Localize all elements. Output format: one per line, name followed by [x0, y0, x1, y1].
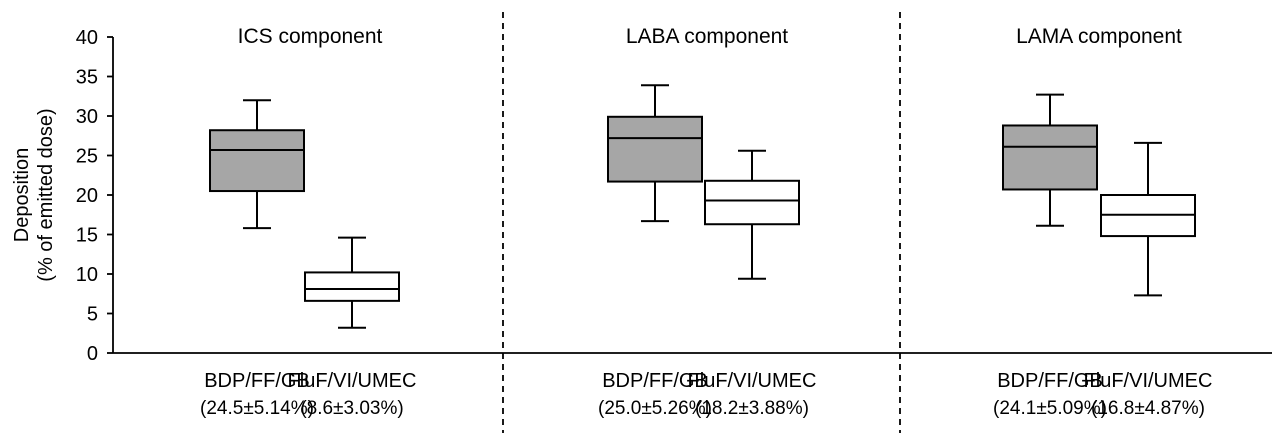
y-tick-label: 10	[76, 264, 98, 286]
category-sublabel: (16.8±4.87%)	[1091, 398, 1205, 419]
box-2: FluF/VI/UMEC (8.6±3.03%)	[288, 236, 417, 419]
box-2: FluF/VI/UMEC (18.2±3.88%)	[688, 149, 817, 419]
panel-1: ICS componentBDP/FF/GB(24.5±5.14%)FluF/V…	[200, 25, 416, 419]
y-axis-label-line-1: Deposition	[11, 148, 33, 243]
category-label: BDP/FF/GB	[997, 370, 1103, 392]
y-tick-label: 15	[76, 225, 98, 247]
category-label: BDP/FF/GB	[204, 370, 310, 392]
y-tick-label: 30	[76, 106, 98, 128]
panel-title: LAMA component	[1016, 25, 1182, 48]
iqr-box	[209, 129, 305, 193]
category-sublabel: (18.2±3.88%)	[695, 398, 809, 419]
category-sublabel: (24.5±5.14%)	[200, 398, 314, 419]
iqr-box	[1002, 124, 1098, 191]
y-tick-label: 40	[76, 27, 98, 49]
category-label: FluF/VI/UMEC	[288, 370, 417, 392]
category-sublabel: (8.6±3.03%)	[300, 398, 403, 419]
category-label: FluF/VI/UMEC	[688, 370, 817, 392]
iqr-box	[304, 271, 400, 302]
box-1: BDP/FF/GB (24.5±5.14%)	[200, 99, 314, 419]
iqr-box	[704, 179, 800, 226]
y-tick-label: 25	[76, 146, 98, 168]
panel-3: LAMA componentBDP/FF/GB(24.1±5.09%)FluF/…	[993, 25, 1212, 419]
box-2: FluF/VI/UMEC (16.8±4.87%)	[1084, 141, 1213, 419]
category-label: BDP/FF/GB	[602, 370, 708, 392]
iqr-box	[607, 115, 703, 183]
y-tick-label: 35	[76, 67, 98, 89]
y-axis-label: Deposition (% of emitted dose)	[11, 108, 57, 281]
panel-2: LABA componentBDP/FF/GB(25.0±5.26%)FluF/…	[598, 25, 816, 419]
y-tick-label: 5	[87, 304, 98, 326]
box-1: BDP/FF/GB (25.0±5.26%)	[598, 84, 712, 419]
panel-title: ICS component	[238, 25, 383, 48]
category-sublabel: (25.0±5.26%)	[598, 398, 712, 419]
y-axis-label-line-2: (% of emitted dose)	[35, 108, 57, 281]
y-tick-label: 20	[76, 185, 98, 207]
box-1: BDP/FF/GB (24.1±5.09%)	[993, 93, 1107, 419]
y-tick-label: 0	[87, 343, 98, 365]
category-label: FluF/VI/UMEC	[1084, 370, 1213, 392]
category-sublabel: (24.1±5.09%)	[993, 398, 1107, 419]
panel-title: LABA component	[626, 25, 788, 48]
